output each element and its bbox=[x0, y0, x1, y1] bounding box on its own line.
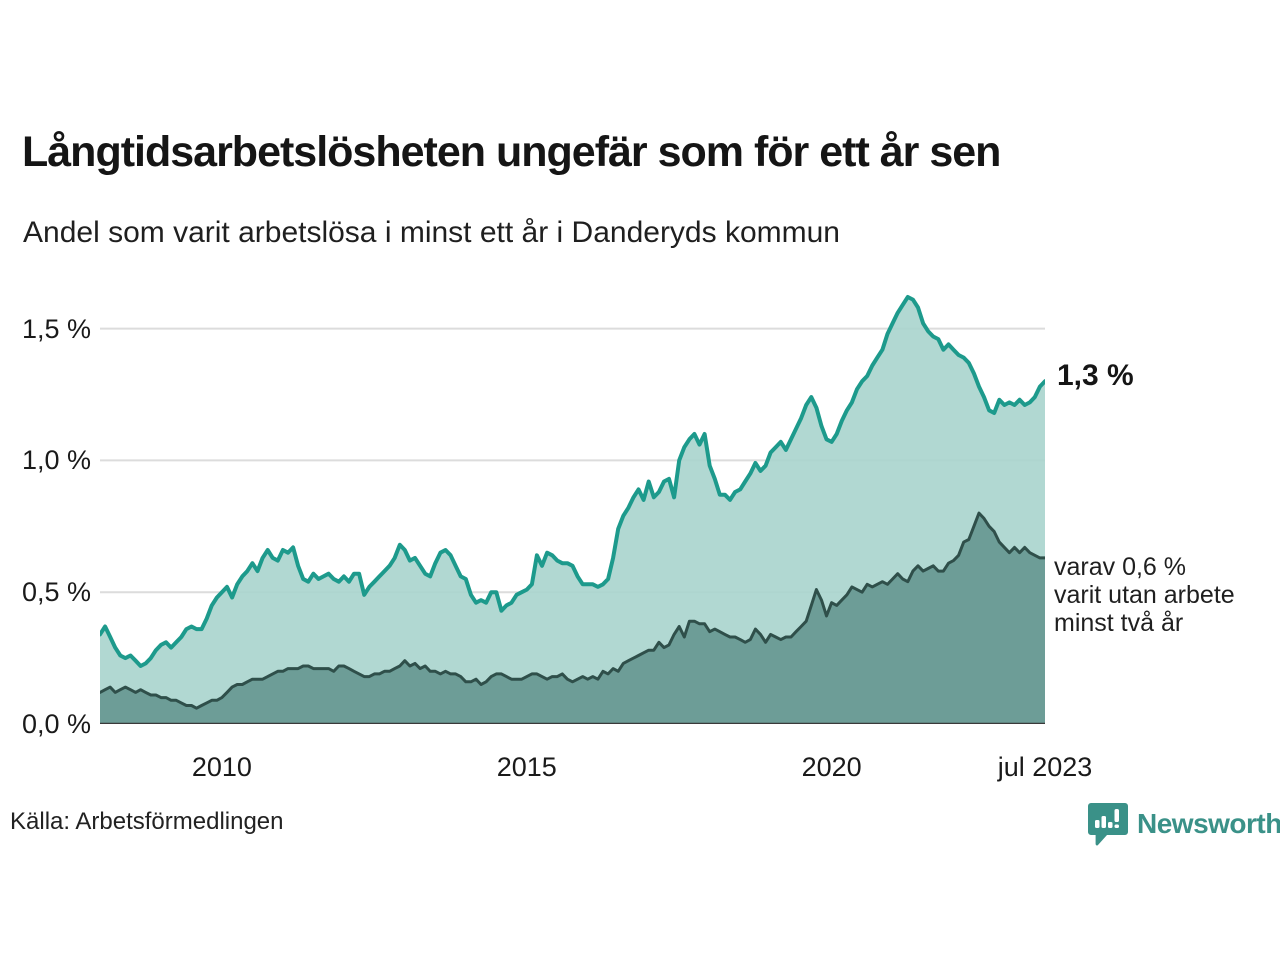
newsworthy-icon bbox=[1088, 803, 1128, 846]
brand-wordmark: Newsworthy bbox=[1137, 808, 1280, 839]
y-tick-label: 1,5 % bbox=[22, 313, 92, 344]
y-tick-label: 0,0 % bbox=[22, 709, 92, 739]
page-title: Långtidsarbetslösheten ungefär som för e… bbox=[22, 128, 1001, 176]
two-year-annotation-line2: varit utan arbete bbox=[1054, 581, 1235, 609]
latest-value-label: 1,3 % bbox=[1057, 359, 1134, 392]
two-year-annotation-line3: minst två år bbox=[1054, 609, 1184, 637]
series-areas bbox=[100, 295, 1045, 724]
y-tick-label: 0,5 % bbox=[22, 577, 92, 608]
source-note: Källa: Arbetsförmedlingen bbox=[10, 808, 284, 835]
two-year-annotation-line1: varav 0,6 % bbox=[1054, 553, 1187, 581]
x-tick-label: jul 2023 bbox=[997, 752, 1093, 782]
y-tick-label: 1,0 % bbox=[22, 445, 92, 476]
x-tick-label: 2020 bbox=[801, 752, 862, 782]
series-line-1 bbox=[100, 511, 1045, 710]
brand-logo: Newsworthy bbox=[1088, 803, 1280, 849]
series-line-0 bbox=[100, 295, 1045, 668]
series-area-1 bbox=[100, 513, 1045, 724]
x-tick-label: 2010 bbox=[191, 752, 252, 782]
page-subtitle: Andel som varit arbetslösa i minst ett å… bbox=[23, 216, 840, 249]
x-tick-label: 2015 bbox=[496, 752, 557, 782]
two-year-annotation: varav 0,6 % varit utan arbete minst två … bbox=[1054, 553, 1235, 637]
area-chart bbox=[100, 295, 1045, 724]
